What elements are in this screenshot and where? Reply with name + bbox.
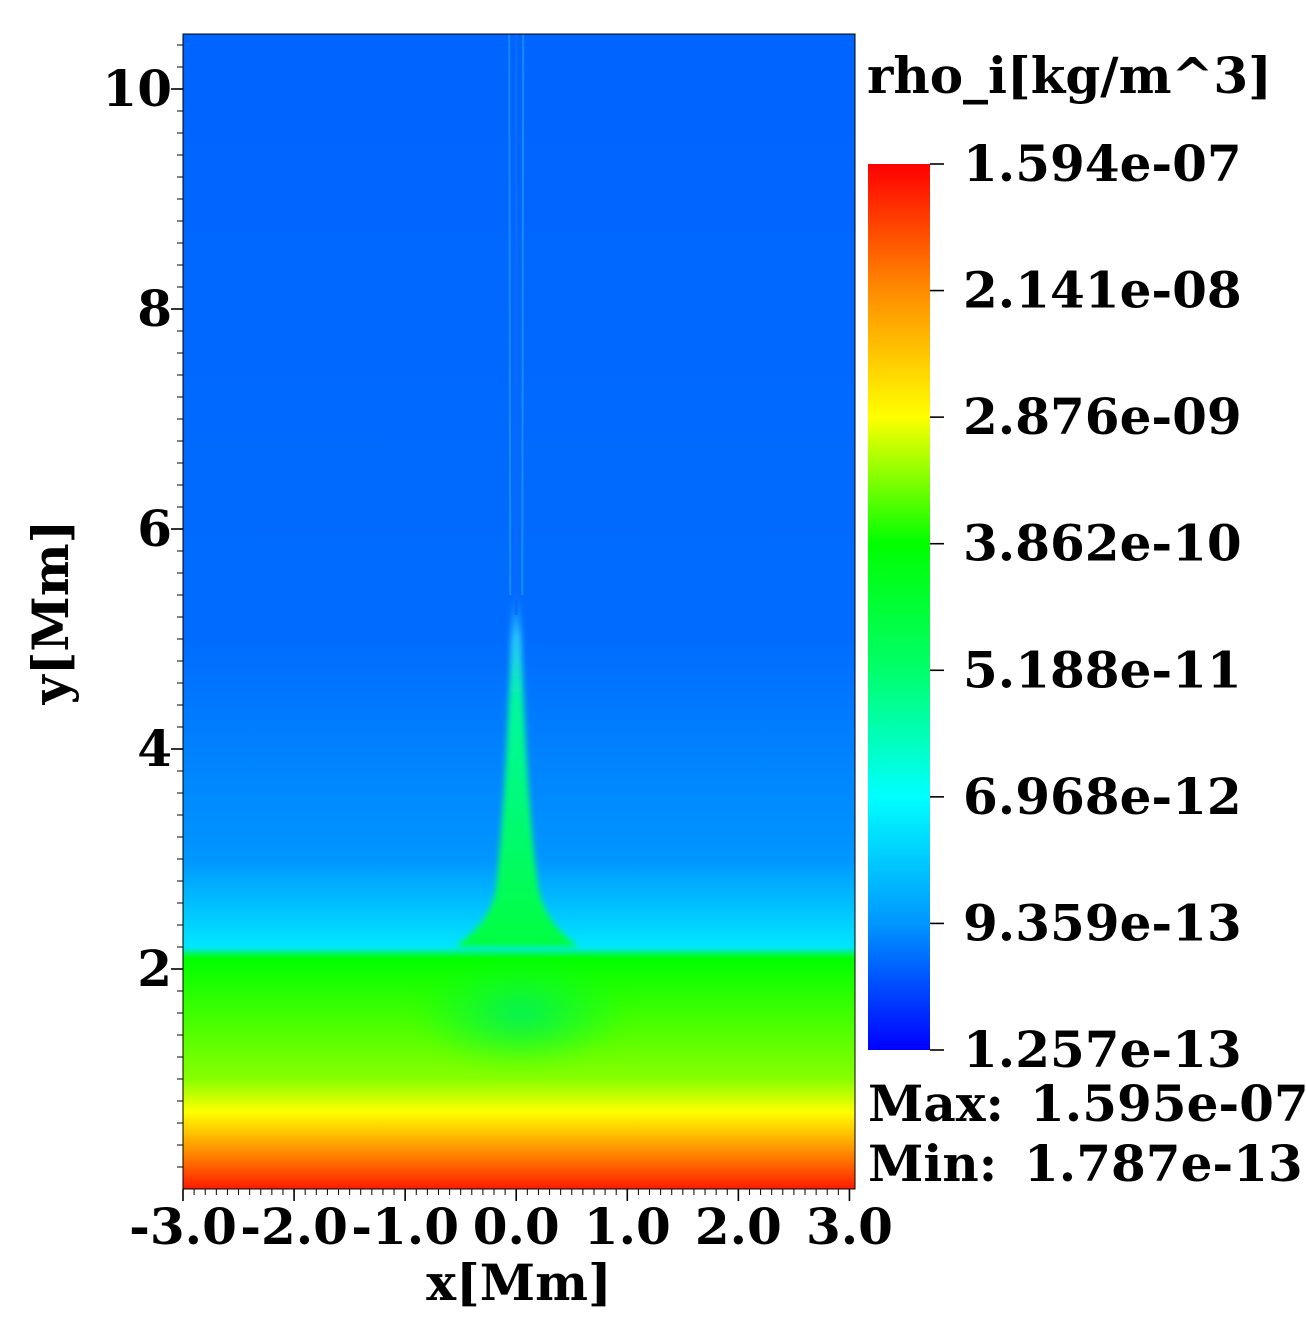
y-tick-label: 8 — [137, 279, 172, 338]
y-tick-label: 4 — [137, 719, 172, 778]
y-axis-label: y[Mm] — [21, 520, 80, 706]
y-axis-ticks: 2 4 6 8 10 — [102, 44, 183, 1168]
colorbar-tick-label: 3.862e-10 — [963, 514, 1242, 573]
x-tick-label: 1.0 — [584, 1197, 671, 1256]
plot-frame — [182, 33, 856, 1190]
min-label: Min: — [868, 1134, 997, 1193]
x-axis-label: x[Mm] — [426, 1253, 611, 1312]
colorbar-ticks: 1.594e-07 2.141e-08 2.876e-09 3.862e-10 5.18… — [930, 134, 1242, 1079]
variable-label: rho_i[kg/m^3] — [867, 46, 1272, 105]
colorbar — [868, 164, 930, 1050]
min-value: 1.787e-13 — [1024, 1134, 1303, 1193]
chromosphere-bulge — [411, 958, 632, 1068]
colorbar-tick-label: 1.257e-13 — [963, 1020, 1242, 1079]
x-tick-label: -1.0 — [351, 1197, 459, 1256]
x-tick-label: -3.0 — [129, 1197, 237, 1256]
x-tick-label: -2.0 — [240, 1197, 348, 1256]
colorbar-tick-label: 2.141e-08 — [963, 261, 1242, 320]
colorbar-tick-label: 2.876e-09 — [963, 387, 1242, 446]
jet-halo — [508, 34, 525, 596]
colorbar-tick-label: 5.188e-11 — [963, 640, 1242, 699]
colorbar-tick-label: 6.968e-12 — [963, 767, 1242, 826]
colorbar-tick-label: 9.359e-13 — [963, 893, 1242, 952]
x-tick-label: 3.0 — [806, 1197, 893, 1256]
max-label: Max: — [868, 1074, 1004, 1133]
x-axis-ticks: -3.0 -2.0 -1.0 0.0 1.0 2.0 3.0 — [129, 1189, 893, 1256]
jet-structure — [456, 595, 579, 947]
colorbar-tick-label: 1.594e-07 — [963, 134, 1242, 193]
plot-area — [183, 34, 855, 1189]
max-value: 1.595e-07 — [1030, 1074, 1306, 1133]
y-tick-label: 6 — [137, 499, 172, 558]
x-tick-label: 2.0 — [695, 1197, 782, 1256]
y-tick-label: 2 — [137, 939, 172, 998]
y-tick-label: 10 — [102, 59, 172, 118]
x-tick-label: 0.0 — [473, 1197, 560, 1256]
